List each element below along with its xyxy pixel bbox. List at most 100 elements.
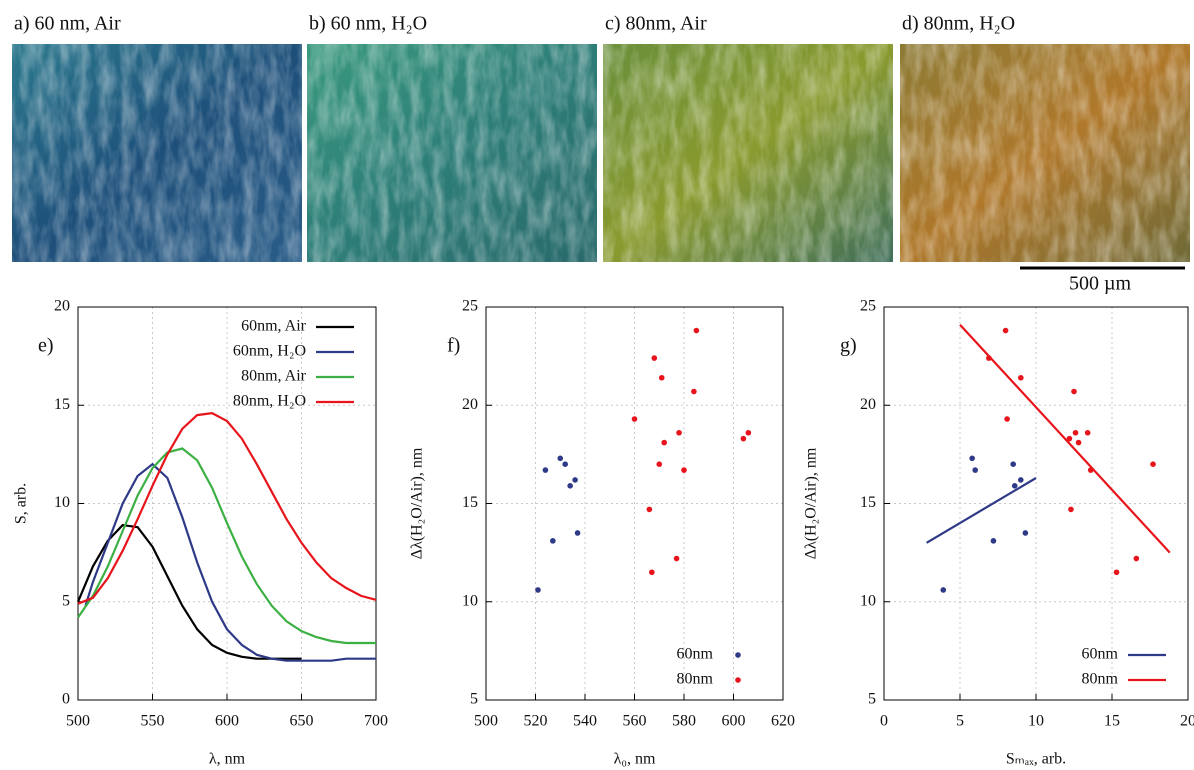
data-point <box>745 429 752 436</box>
legend-label: 60nm <box>677 646 714 663</box>
data-point <box>1066 435 1073 442</box>
y-tick-label: 5 <box>62 592 70 609</box>
x-tick-label: 10 <box>1028 713 1044 730</box>
y-tick-label: 0 <box>62 691 70 708</box>
panel-label: c) 80nm, Air <box>605 13 707 35</box>
x-tick-label: 580 <box>672 713 696 730</box>
data-point <box>1018 374 1024 381</box>
data-point <box>1072 429 1079 436</box>
x-axis-label: λ, nm <box>209 751 246 768</box>
data-point <box>651 355 658 361</box>
panel-label: f) <box>447 335 460 357</box>
x-tick-label: 540 <box>573 713 597 730</box>
y-axis-label: Δλ(H₂O/Air), nm <box>409 447 426 559</box>
data-point <box>567 483 573 489</box>
data-point <box>940 587 947 593</box>
data-point <box>550 538 556 544</box>
plot-frame <box>485 306 784 701</box>
y-tick-label: 5 <box>470 691 478 708</box>
x-tick-label: 600 <box>722 713 746 730</box>
x-tick-label: 500 <box>474 713 498 730</box>
data-point <box>1010 461 1016 468</box>
x-tick-label: 600 <box>215 713 239 730</box>
legend-label: 60nm, Air <box>241 318 307 335</box>
panel-label: b) 60 nm, H₂O <box>309 13 427 35</box>
data-point <box>658 374 665 381</box>
y-tick-label: 20 <box>860 396 876 413</box>
data-point <box>693 327 700 334</box>
plot-frame <box>77 306 377 701</box>
data-point <box>572 477 578 483</box>
data-point <box>1071 388 1077 395</box>
data-line <box>77 411 377 605</box>
data-point <box>1133 555 1140 562</box>
texture <box>603 44 893 262</box>
data-point <box>1068 506 1074 513</box>
x-tick-label: 520 <box>524 713 548 730</box>
panel-label: g) <box>840 335 857 357</box>
legend-label: 80nm <box>677 671 714 688</box>
x-tick-label: 620 <box>771 713 795 730</box>
data-point <box>673 555 680 562</box>
legend-label: 80nm, H₂O <box>233 393 306 410</box>
x-tick-label: 650 <box>290 713 314 730</box>
x-tick-label: 550 <box>141 713 165 730</box>
y-tick-label: 20 <box>54 298 70 315</box>
x-axis-label: Sₘₐₓ, arb. <box>1006 751 1066 768</box>
data-point <box>1018 477 1024 483</box>
panel-label: a) 60 nm, Air <box>14 13 121 35</box>
x-axis-label: λ₀, nm <box>614 751 656 768</box>
data-point <box>1002 327 1009 334</box>
data-point <box>681 467 687 473</box>
legend-label: 60nm <box>1082 646 1119 663</box>
data-point <box>740 435 747 442</box>
data-point <box>542 467 549 473</box>
data-line <box>84 462 376 662</box>
legend-swatch <box>735 652 741 658</box>
x-tick-label: 700 <box>364 713 388 730</box>
y-tick-label: 5 <box>868 691 876 708</box>
data-line <box>76 523 302 660</box>
data-point <box>646 506 653 513</box>
micrographs: a) 60 nm, Air b) 60 nm, H₂O c) 80nm, Air… <box>12 13 1190 295</box>
data-point <box>1113 569 1120 576</box>
fit-line <box>926 477 1037 544</box>
data-point <box>1150 461 1156 468</box>
scale-bar-label: 500 µm <box>1069 273 1132 295</box>
data-point <box>676 429 682 436</box>
texture <box>12 44 302 262</box>
y-tick-label: 20 <box>462 396 478 413</box>
legend-label: 80nm, Air <box>241 368 307 385</box>
data-point <box>972 467 978 473</box>
data-point <box>656 461 663 468</box>
data-point <box>1075 439 1082 446</box>
data-point <box>661 439 667 446</box>
y-tick-label: 15 <box>462 494 478 511</box>
legend-label: 60nm, H₂O <box>233 343 306 360</box>
data-point <box>562 461 568 468</box>
data-point <box>535 587 541 593</box>
data-point <box>1011 483 1018 489</box>
data-point <box>649 569 655 576</box>
panel-label: e) <box>38 335 54 357</box>
y-tick-label: 25 <box>860 298 876 315</box>
y-tick-label: 15 <box>54 396 70 413</box>
x-tick-label: 20 <box>1180 713 1194 730</box>
x-tick-label: 560 <box>623 713 647 730</box>
x-tick-label: 500 <box>66 713 90 730</box>
data-point <box>574 530 581 536</box>
y-tick-label: 10 <box>860 592 876 609</box>
data-point <box>969 455 975 462</box>
texture <box>900 44 1190 262</box>
y-axis-label: S, arb. <box>13 483 30 524</box>
data-line <box>77 447 376 645</box>
y-tick-label: 15 <box>860 494 876 511</box>
y-tick-label: 10 <box>462 592 478 609</box>
y-axis-label: Δλ(H₂O/Air), nm <box>803 447 820 559</box>
plot-frame <box>883 306 1189 701</box>
data-point <box>1084 429 1091 436</box>
data-point <box>990 538 997 544</box>
texture <box>307 44 597 262</box>
